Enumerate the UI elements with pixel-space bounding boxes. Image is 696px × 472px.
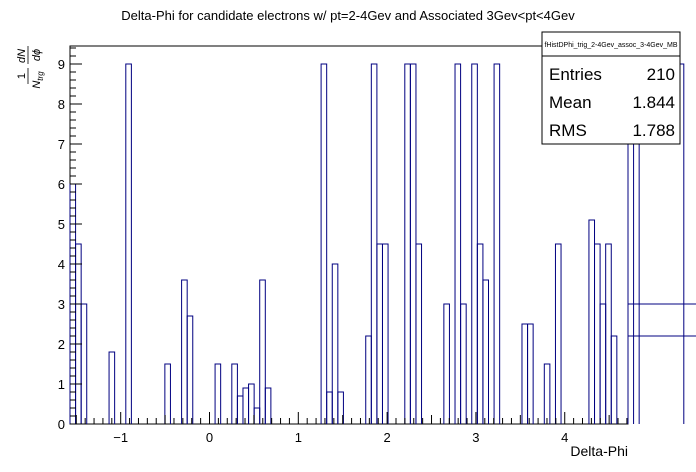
histogram-bin <box>627 335 696 424</box>
y-tick-label: 5 <box>58 217 65 232</box>
histogram-bin <box>493 63 501 424</box>
histogram-bin <box>365 335 372 424</box>
stats-mean-label: Mean <box>549 93 592 112</box>
histogram-bin <box>404 63 411 424</box>
histogram-bin <box>214 363 222 424</box>
y-tick-label: 7 <box>58 137 65 152</box>
y-tick-label: 1 <box>58 377 65 392</box>
stats-rms-value: 1.788 <box>632 121 675 140</box>
histogram-bin <box>627 303 696 424</box>
x-tick-label: 3 <box>472 430 479 445</box>
histogram-bin <box>599 303 607 424</box>
histogram-bin <box>164 363 171 424</box>
histogram-bin <box>554 243 562 424</box>
histogram-bin <box>605 243 612 424</box>
histogram-bin <box>259 279 266 424</box>
y-axis-label-n: Ntrg <box>31 71 45 89</box>
histogram-bin <box>75 243 82 424</box>
histogram-bin <box>460 303 467 424</box>
y-axis-label: 1 Ntrg dN dϕ <box>16 46 45 89</box>
histogram-bin <box>476 243 484 424</box>
histogram-bin <box>181 279 188 424</box>
y-axis-label-dn: dN <box>16 49 28 63</box>
stats-rms-label: RMS <box>549 121 587 140</box>
histogram-bin <box>521 323 529 424</box>
histogram-bin <box>588 219 596 424</box>
chart-title: Delta-Phi for candidate electrons w/ pt=… <box>121 8 575 23</box>
histogram-bin <box>376 243 383 424</box>
histogram-bin <box>236 395 244 424</box>
y-tick-label: 3 <box>58 297 65 312</box>
stats-box: fHistDPhi_trig_2-4Gev_assoc_3-4Gev_MB En… <box>541 31 681 145</box>
histogram-bin <box>381 243 389 424</box>
y-tick-label: 9 <box>58 57 65 72</box>
histogram-bin <box>231 363 238 424</box>
histogram-bin <box>326 391 333 424</box>
histogram-bin <box>415 243 423 424</box>
y-tick-label: 2 <box>58 337 65 352</box>
stats-mean-value: 1.844 <box>632 93 675 112</box>
stats-histogram-name: fHistDPhi_trig_2-4Gev_assoc_3-4Gev_MB <box>544 42 677 49</box>
x-tick-label: 0 <box>206 430 213 445</box>
x-tick-label: 2 <box>383 430 390 445</box>
histogram-bin <box>527 323 534 424</box>
histogram-bin <box>454 63 462 424</box>
histogram-bin <box>248 383 255 424</box>
histogram-bin <box>337 391 344 424</box>
histogram-bin <box>242 387 250 424</box>
histogram-bin <box>125 63 132 424</box>
stats-box-frame <box>541 31 681 145</box>
histogram-bin <box>253 407 261 424</box>
histogram-bin <box>482 279 489 424</box>
histogram-bars <box>69 63 696 424</box>
y-tick-label: 6 <box>58 177 65 192</box>
histogram-bin <box>80 303 88 424</box>
histogram-bin <box>594 243 601 424</box>
y-tick-label: 0 <box>58 417 65 432</box>
y-axis: 0 1 2 3 4 5 6 7 8 9 <box>58 47 82 432</box>
histogram-bin <box>443 303 450 424</box>
y-tick-label: 8 <box>58 97 65 112</box>
x-axis: −1 0 1 2 3 4 <box>75 412 628 445</box>
histogram-bin <box>331 263 339 424</box>
y-tick-label: 4 <box>58 257 65 272</box>
stats-entries-label: Entries <box>549 65 602 84</box>
histogram-bin <box>320 63 328 424</box>
y-axis-label-one: 1 <box>16 73 28 79</box>
x-tick-label: 1 <box>295 430 302 445</box>
histogram-bin <box>370 63 378 424</box>
stats-entries-value: 210 <box>647 65 675 84</box>
histogram-bin <box>108 351 116 424</box>
histogram-bin <box>264 387 272 424</box>
histogram-bin <box>610 335 618 424</box>
x-tick-label: −1 <box>113 430 128 445</box>
histogram-bin <box>186 315 194 424</box>
histogram-bin <box>409 63 417 424</box>
x-tick-label: 4 <box>561 430 568 445</box>
x-axis-label: Delta-Phi <box>570 443 628 459</box>
histogram-bin <box>471 63 478 424</box>
y-axis-label-dphi: dϕ <box>31 49 43 61</box>
histogram-bin <box>543 363 551 424</box>
